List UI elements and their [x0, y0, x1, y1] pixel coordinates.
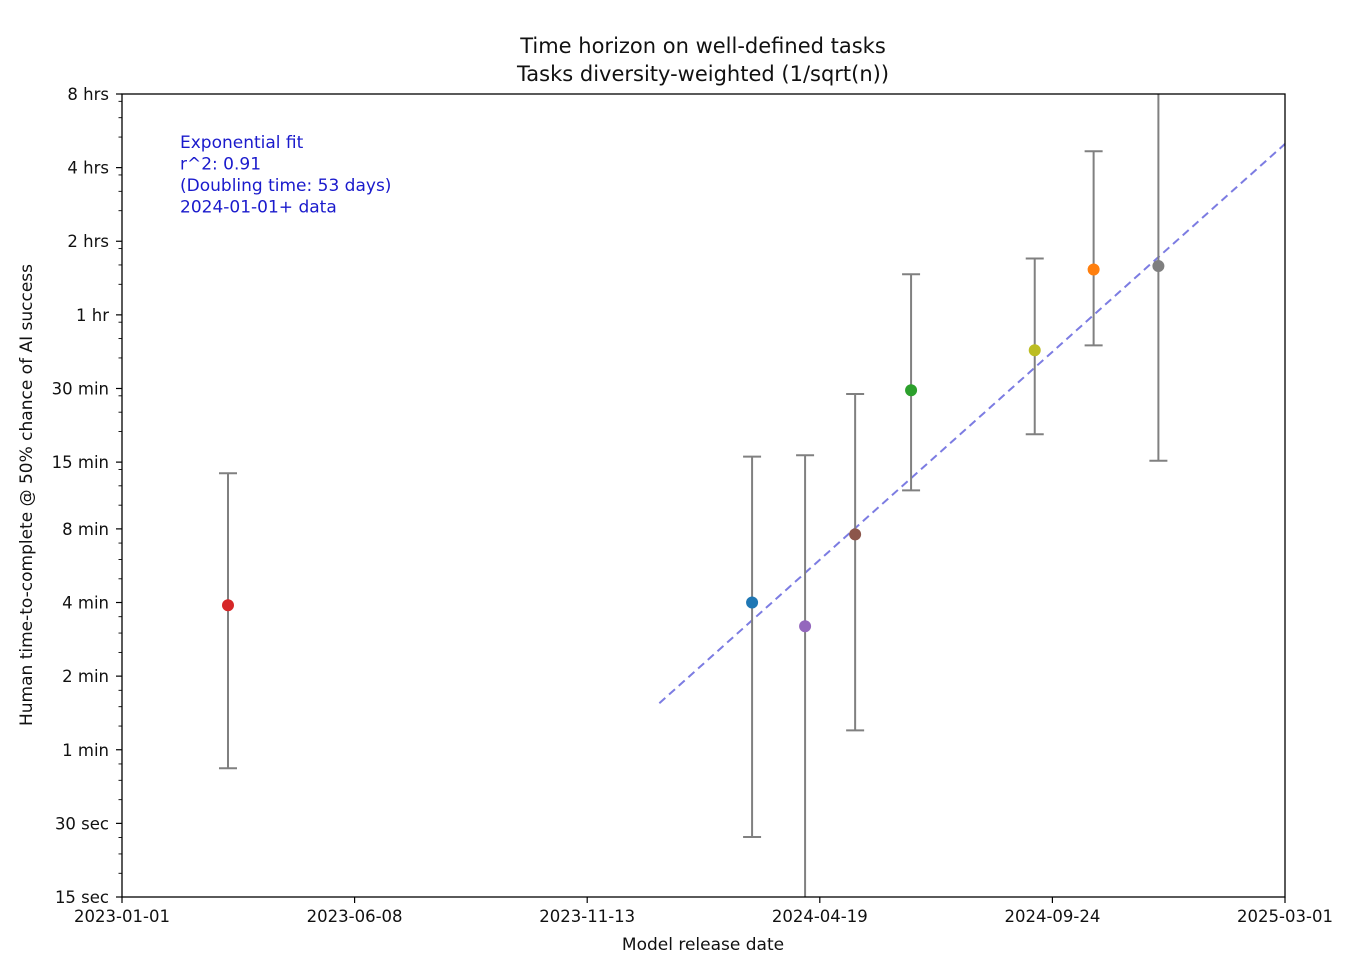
annotation-line: (Doubling time: 53 days)	[180, 176, 391, 196]
x-axis-ticks: 2023-01-01 2023-06-08 2023-11-13 2024-04-19…	[74, 897, 1333, 926]
x-axis-label: Model release date	[622, 935, 784, 955]
x-tick-label: 2023-06-08	[307, 907, 403, 926]
axes	[121, 93, 1286, 898]
data-point	[221, 599, 234, 612]
x-tick-label: 2025-03-01	[1237, 907, 1333, 926]
y-tick-label: 8 hrs	[67, 85, 109, 104]
y-axis-ticks: 15 sec 30 sec 1 min 2 min 4 min 8 min 15 min 30…	[52, 85, 122, 907]
y-tick-label: 30 min	[52, 379, 109, 398]
y-tick-label: 8 min	[62, 520, 109, 539]
data-point	[1152, 260, 1165, 273]
plot-frame	[121, 93, 1286, 898]
data-point	[905, 384, 918, 397]
y-tick-label: 2 min	[62, 667, 109, 686]
x-tick-label: 2024-04-19	[772, 907, 868, 926]
y-axis-label: Human time-to-complete @ 50% chance of A…	[17, 264, 37, 726]
y-tick-label: 1 hr	[76, 306, 109, 325]
y-tick-label: 30 sec	[55, 814, 109, 833]
data-point	[746, 596, 759, 609]
annotation-line: r^2: 0.91	[180, 155, 261, 175]
y-tick-label: 15 min	[52, 453, 109, 472]
x-tick-label: 2024-09-24	[1004, 907, 1100, 926]
data-points	[221, 260, 1165, 633]
y-tick-label: 4 hrs	[67, 159, 109, 178]
annotation-line: 2024-01-01+ data	[180, 198, 337, 218]
x-tick-label: 2023-01-01	[74, 907, 170, 926]
exponential-fit-line	[658, 143, 1286, 704]
chart-title: Time horizon on well-defined tasks	[519, 34, 886, 58]
data-point	[1087, 263, 1100, 276]
y-tick-label: 1 min	[62, 741, 109, 760]
y-tick-label: 2 hrs	[67, 232, 109, 251]
data-point	[1028, 344, 1041, 357]
y-tick-label: 4 min	[62, 594, 109, 613]
y-tick-label: 15 sec	[55, 888, 109, 907]
error-bars	[218, 94, 1168, 897]
fit-line-path	[658, 143, 1286, 704]
data-point	[799, 620, 812, 633]
chart-subtitle: Tasks diversity-weighted (1/sqrt(n))	[516, 62, 889, 86]
annotation-line: Exponential fit	[180, 133, 304, 153]
data-point	[849, 528, 862, 541]
x-tick-label: 2023-11-13	[539, 907, 635, 926]
